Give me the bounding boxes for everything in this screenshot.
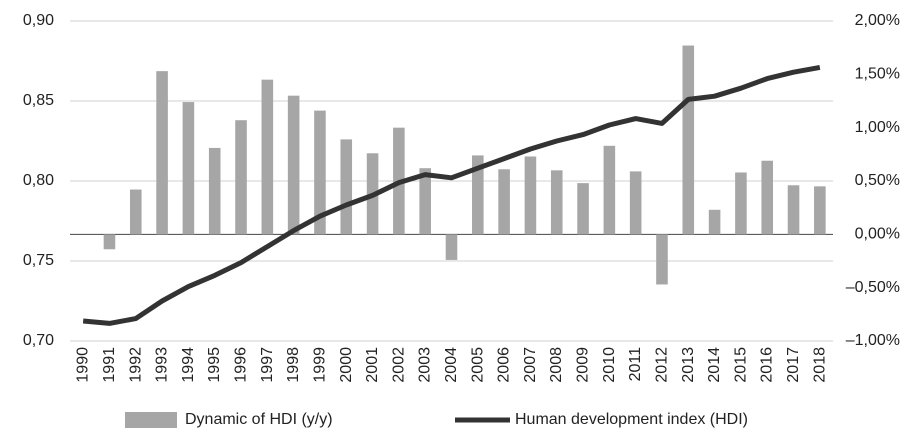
bar [603, 145, 616, 235]
y2-tick-label: –0,50% [846, 279, 900, 296]
x-tick-label: 1995 [206, 347, 223, 383]
x-tick-label: 1991 [101, 347, 118, 383]
y2-tick-label: –1,00% [846, 332, 900, 349]
y-tick-label: 0,80 [23, 172, 54, 189]
bar [340, 139, 353, 235]
y-tick-label: 0,85 [23, 92, 54, 109]
y2-tick-label: 0,00% [855, 226, 900, 243]
y-tick-label: 0,90 [23, 12, 54, 29]
x-tick-label: 1993 [154, 347, 171, 383]
x-tick-label: 2017 [785, 347, 802, 383]
bar [156, 71, 168, 235]
bar [182, 102, 195, 235]
x-tick-label: 1992 [127, 347, 144, 383]
bar [235, 120, 247, 235]
x-tick-label: 2011 [627, 347, 644, 382]
bar [261, 79, 274, 235]
x-tick-label: 2000 [338, 347, 355, 383]
x-tick-label: 1998 [285, 347, 302, 383]
bar [629, 171, 642, 235]
bar [735, 172, 747, 235]
bar [287, 95, 300, 235]
x-tick-label: 2012 [653, 347, 670, 383]
bar [498, 169, 510, 235]
line [82, 64, 821, 326]
y2-tick-label: 2,00% [855, 12, 900, 29]
x-tick-label: 2003 [417, 347, 434, 383]
x-tick-label: 2016 [759, 347, 776, 383]
bar [103, 234, 116, 250]
x-tick-label: 1997 [259, 347, 276, 383]
bar [550, 170, 563, 235]
x-tick-label: 1990 [75, 347, 92, 383]
x-tick-label: 2001 [364, 347, 381, 383]
bar [445, 234, 458, 260]
y-tick-label: 0,70 [23, 332, 54, 349]
x-tick-label: 2009 [575, 347, 592, 383]
y-tick-label: 0,75 [23, 252, 54, 269]
legend-swatch [125, 412, 177, 428]
x-tick-label: 2007 [522, 347, 539, 383]
x-tick-label: 2005 [469, 347, 486, 383]
x-tick-label: 2006 [496, 347, 513, 383]
y2-tick-label: 0,50% [855, 172, 900, 189]
x-tick-label: 2014 [706, 347, 723, 383]
bar [761, 160, 774, 235]
bar [419, 168, 431, 235]
bar [787, 185, 800, 235]
bar [814, 186, 826, 235]
bar [577, 183, 589, 235]
y2-tick-label: 1,00% [855, 119, 900, 136]
x-tick-label: 1994 [180, 347, 197, 383]
x-tick-label: 2013 [680, 347, 697, 383]
bar [314, 110, 326, 235]
x-tick-label: 1999 [311, 347, 328, 383]
legend-label: Dynamic of HDI (y/y) [185, 411, 333, 428]
bar [708, 209, 721, 235]
bar [524, 156, 537, 235]
x-tick-label: 2015 [732, 347, 749, 383]
bar [129, 189, 142, 235]
bar [656, 234, 668, 285]
legend-label: Human development index (HDI) [515, 411, 748, 428]
bar [208, 147, 221, 235]
x-tick-label: 2018 [811, 347, 828, 383]
x-tick-label: 2002 [390, 347, 407, 383]
x-tick-label: 2004 [443, 347, 460, 383]
x-tick-label: 2010 [601, 347, 618, 383]
x-tick-label: 1996 [233, 347, 250, 383]
x-tick-label: 2008 [548, 347, 565, 383]
bar [472, 155, 484, 235]
bar [682, 45, 695, 235]
y2-tick-label: 1,50% [855, 66, 900, 83]
